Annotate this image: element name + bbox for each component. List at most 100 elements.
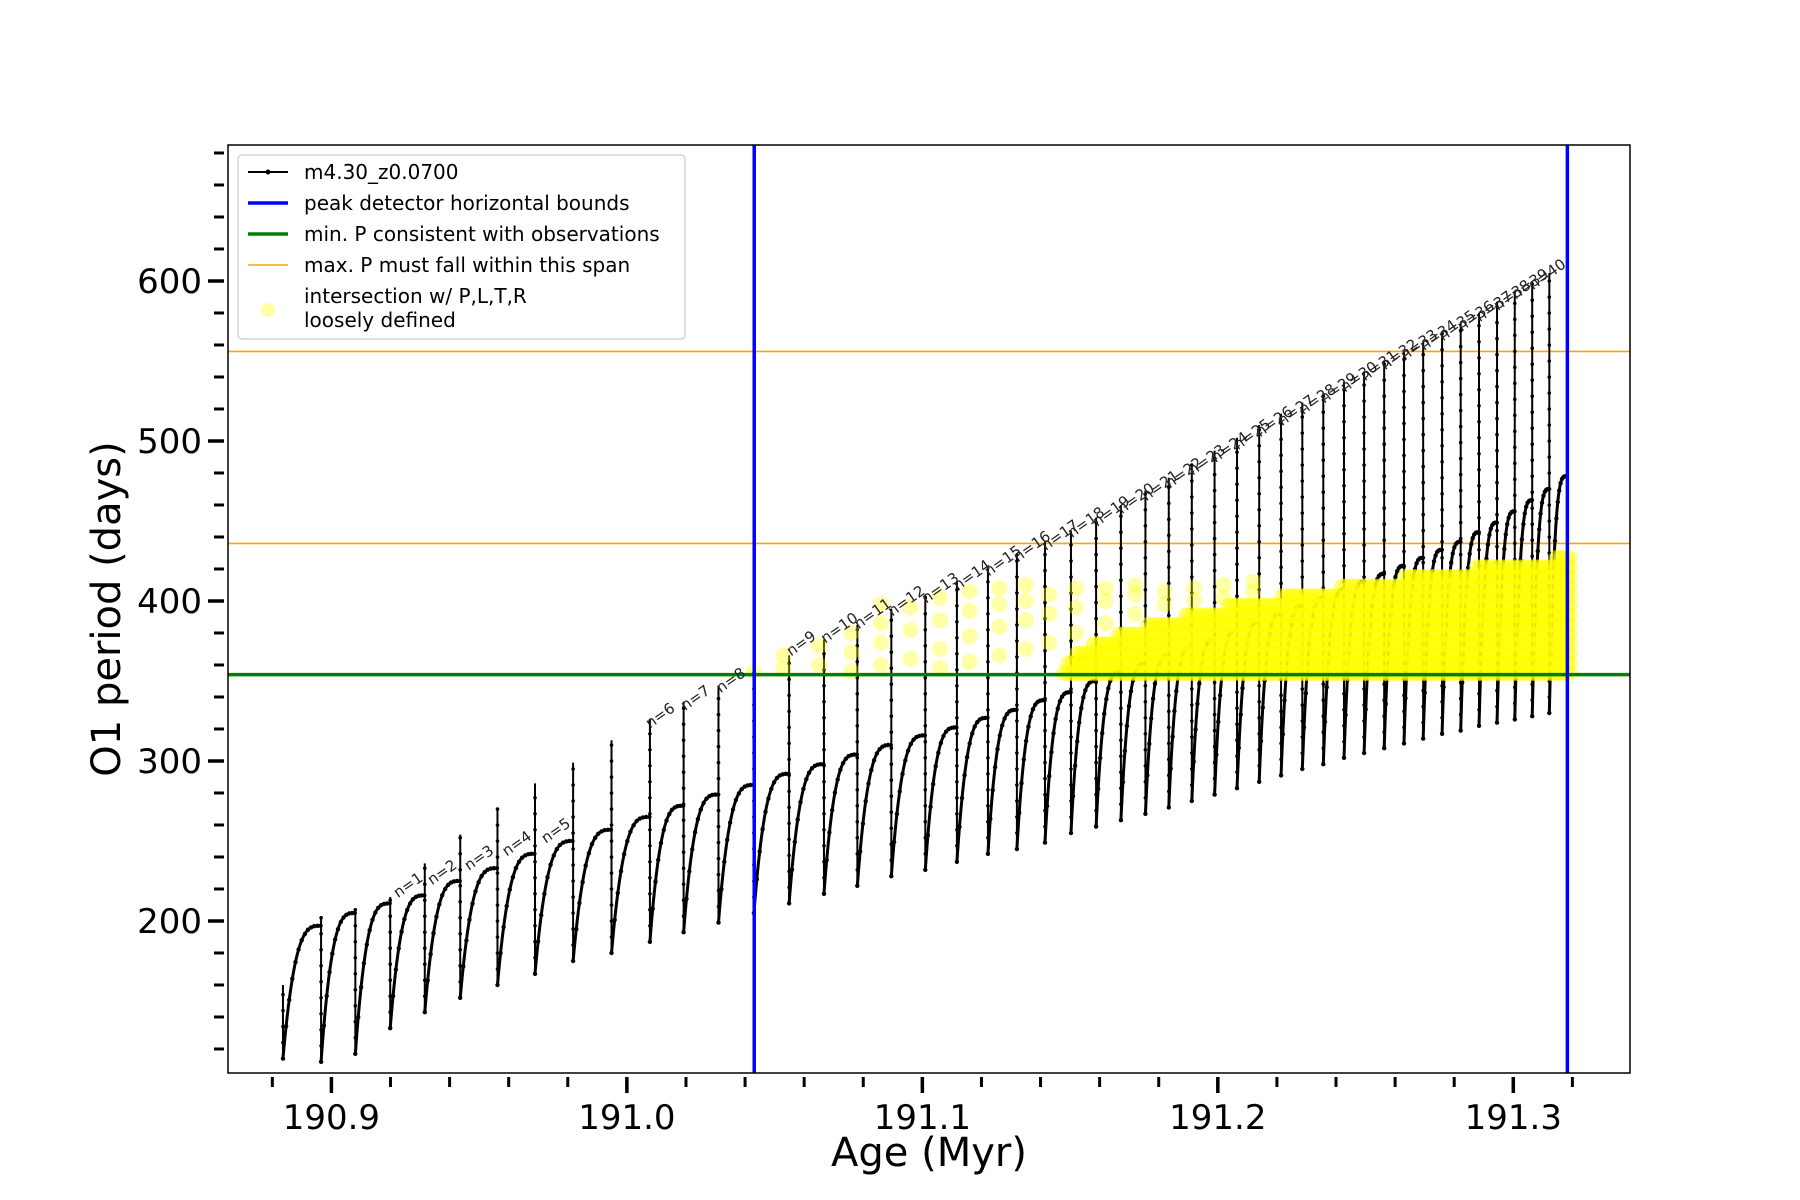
track-spike-point [889, 778, 894, 782]
track-spike-point [1530, 378, 1534, 383]
track-spike-point [1477, 692, 1481, 696]
track-spike-point [1015, 591, 1019, 595]
intersection-point [991, 580, 1008, 597]
track-spike-point [1119, 722, 1123, 726]
track-spike-point [1043, 680, 1047, 685]
track-spike-point [281, 1040, 285, 1045]
track-point [900, 771, 905, 777]
intersection-point [991, 596, 1008, 613]
track-spike-point [571, 815, 575, 819]
track-point [1216, 719, 1221, 724]
track-spike-point [1069, 543, 1073, 547]
track-spike-point [986, 628, 990, 632]
track-spike-point [923, 724, 928, 728]
y-tick-label: 500 [137, 422, 202, 462]
track-spike-point [1143, 556, 1148, 560]
track-point [557, 842, 563, 848]
track-spike-point [923, 756, 928, 760]
track-spike-point [1119, 754, 1123, 758]
track-point [1147, 741, 1152, 746]
track-spike-point [787, 757, 791, 762]
track-point [903, 758, 908, 763]
track-spike-point [1495, 352, 1499, 357]
track-spike-point [1362, 751, 1366, 755]
track-spike-point [1458, 728, 1463, 733]
track-spike-point [923, 804, 928, 808]
track-spike-point [1094, 568, 1098, 573]
track-spike-point [1547, 439, 1552, 443]
track-spike-point [889, 682, 894, 686]
track-point [894, 811, 900, 817]
track-spike-point [855, 836, 860, 840]
track-point [1505, 522, 1510, 527]
track-spike-point [1513, 333, 1517, 338]
track-point [1485, 542, 1491, 547]
track-spike-point [353, 1004, 358, 1008]
track-spike-point [1362, 687, 1366, 691]
track-spike-point [533, 796, 537, 800]
track-spike-point [1279, 469, 1283, 474]
intersection-point [873, 634, 889, 651]
track-spike-point [1342, 484, 1346, 488]
track-point [574, 926, 579, 932]
track-point [356, 1015, 361, 1020]
track-point [719, 887, 724, 892]
track-point [860, 821, 866, 826]
track-point [1535, 548, 1541, 554]
track-spike-point [1015, 735, 1019, 739]
track-point [1450, 551, 1456, 556]
track-spike-point [822, 684, 826, 688]
track-spike-point [423, 914, 427, 918]
track-spike-point [1069, 623, 1073, 627]
track-spike-point [955, 636, 959, 640]
track-spike-point [1143, 508, 1148, 512]
track-point [809, 766, 815, 771]
track-point [605, 827, 610, 832]
track-spike-point [1043, 776, 1047, 781]
track-spike-point [855, 692, 860, 696]
track-spike-point [1321, 506, 1326, 511]
track-spike-point [1043, 712, 1047, 717]
track-spike-point [1043, 792, 1047, 797]
track-spike-point [986, 612, 990, 616]
track-spike-point [458, 868, 463, 872]
track-spike-point [1382, 362, 1386, 367]
intersection-point [902, 650, 919, 667]
track-spike-point [889, 730, 894, 734]
track-spike-point [609, 743, 614, 747]
track-point [1149, 716, 1154, 721]
track-point [440, 893, 445, 898]
track-point [1487, 532, 1492, 538]
track-spike-point [716, 808, 721, 813]
track-spike-point [1342, 756, 1346, 760]
track-point [832, 790, 838, 795]
track-spike-point [955, 732, 959, 736]
track-spike-point [1167, 805, 1171, 810]
track-spike-point [1257, 540, 1261, 544]
track-spike-point [1321, 682, 1326, 686]
track-spike-point [533, 924, 537, 928]
track-spike-point [1513, 381, 1517, 386]
track-spike-point [1015, 751, 1019, 755]
track-point [513, 865, 519, 871]
track-spike-point [1235, 578, 1239, 582]
track-spike-point [495, 951, 500, 955]
track-point [1537, 527, 1542, 532]
intersection-point [1041, 586, 1058, 603]
track-spike-point [1167, 725, 1171, 730]
track-point [327, 970, 332, 975]
track-spike-point [1440, 508, 1444, 512]
track-spike-point [1143, 796, 1148, 800]
track-spike-point [1094, 552, 1098, 557]
track-point [501, 924, 506, 930]
intersection-point [843, 644, 860, 661]
track-point [593, 835, 598, 840]
track-spike-point [1513, 301, 1517, 306]
track-spike-point [533, 940, 537, 944]
track-spike-point [1043, 648, 1047, 653]
track-spike-point [1530, 314, 1534, 319]
track-spike-point [281, 1024, 285, 1029]
track-spike-point [1015, 767, 1019, 771]
track-spike-point [458, 932, 463, 936]
track-point [905, 748, 911, 753]
